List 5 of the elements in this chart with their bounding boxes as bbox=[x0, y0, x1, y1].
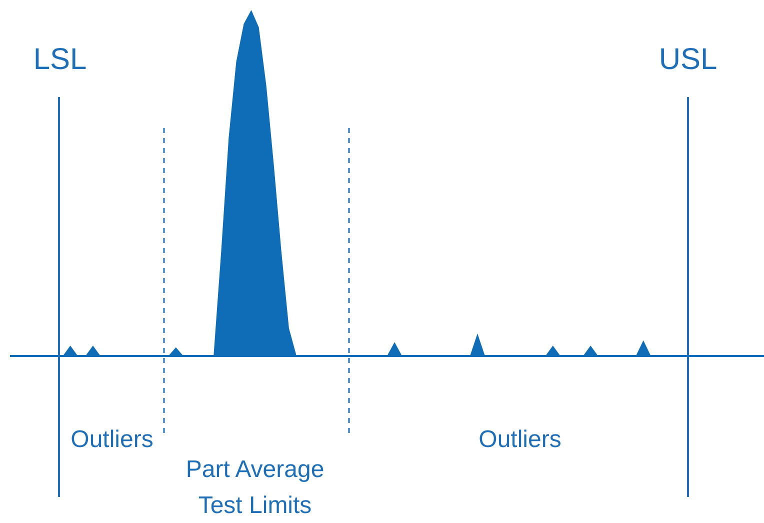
annotation: USL bbox=[658, 43, 718, 76]
text: Outliers bbox=[70, 426, 154, 453]
text: Part Average Test Limits bbox=[186, 456, 324, 519]
annotation: LSL bbox=[33, 43, 87, 76]
text: Outliers bbox=[478, 426, 562, 453]
